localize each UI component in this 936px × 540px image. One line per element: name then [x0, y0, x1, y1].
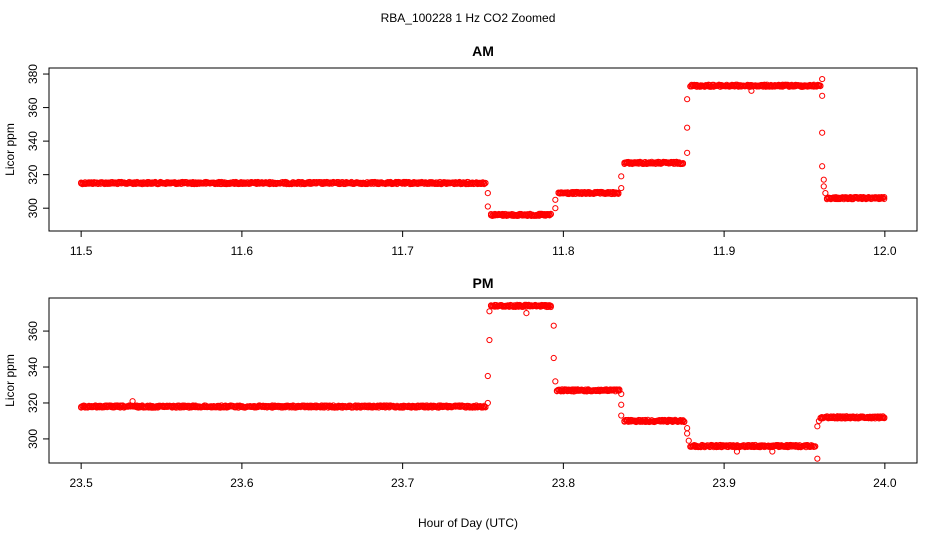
panel-am: AM Licor ppm 11.5 11.6 11.7 11.8 11.9 12.0 300 32… — [3, 43, 918, 258]
data-point — [684, 425, 691, 432]
data-point — [684, 430, 691, 437]
data-point — [681, 418, 688, 426]
figure-title: RBA_100228 1 Hz CO2 Zoomed — [381, 11, 556, 25]
data-point — [679, 160, 687, 167]
x-tick-label: 11.7 — [391, 244, 414, 258]
data-point — [820, 183, 827, 190]
data-point — [546, 212, 553, 219]
data-point — [484, 399, 491, 407]
data-point — [618, 173, 625, 180]
data-point — [486, 336, 493, 344]
data-point — [618, 401, 625, 408]
data-point — [881, 193, 888, 201]
data-point — [748, 87, 755, 94]
y-tick-label: 300 — [26, 198, 40, 218]
data-point — [523, 309, 530, 317]
x-tick-label: 11.9 — [713, 244, 736, 258]
data-point — [486, 308, 493, 315]
data-point — [820, 176, 827, 183]
data-point — [769, 448, 776, 455]
data-point — [552, 378, 559, 385]
x-tick-label: 23.7 — [391, 476, 415, 490]
x-tick-label: 24.0 — [873, 476, 897, 490]
data-point — [814, 455, 821, 462]
data-point — [484, 190, 491, 197]
plot-frame — [48, 67, 918, 232]
data-point — [552, 205, 559, 212]
data-point — [814, 423, 821, 430]
x-tick-label: 11.5 — [70, 244, 93, 258]
data-point — [618, 184, 625, 192]
y-tick-label: 340 — [26, 357, 40, 377]
data-point — [550, 322, 557, 329]
y-tick-label: 360 — [26, 321, 40, 341]
x-tick-label: 11.6 — [231, 244, 254, 258]
data-point — [733, 448, 741, 455]
panel-title: AM — [472, 43, 494, 59]
data-point — [822, 190, 829, 197]
data-point — [819, 163, 826, 170]
data-point — [684, 124, 691, 131]
x-tick-label: 12.0 — [873, 244, 897, 258]
x-tick-label: 23.5 — [69, 476, 93, 490]
plot-frame — [48, 297, 918, 464]
data-point — [615, 189, 622, 196]
data-point — [616, 387, 623, 394]
data-point — [484, 203, 491, 210]
data-point — [550, 354, 557, 362]
data-point — [484, 372, 491, 380]
y-tick-label: 320 — [26, 393, 40, 413]
data-point — [819, 75, 826, 83]
data-point — [812, 443, 819, 450]
data-point — [685, 437, 692, 444]
data-point — [552, 196, 559, 203]
x-tick-label: 11.8 — [552, 244, 575, 258]
data-point — [482, 179, 489, 187]
data-point — [684, 149, 691, 156]
data-point — [881, 195, 888, 203]
data-point — [618, 412, 625, 419]
data-point — [817, 83, 824, 90]
panel-pm: PM Licor ppm 23.5 23.6 23.7 23.8 23.9 24.0 300 32… — [3, 275, 918, 490]
y-tick-label: 300 — [26, 429, 40, 449]
x-tick-label: 23.9 — [712, 476, 736, 490]
data-point — [819, 129, 826, 136]
y-axis-label: Licor ppm — [3, 123, 17, 176]
data-point — [547, 303, 554, 311]
panel-title: PM — [473, 275, 494, 291]
y-tick-label: 360 — [26, 97, 40, 117]
data-point — [684, 96, 691, 103]
x-tick-label: 23.6 — [230, 476, 254, 490]
data-point — [819, 92, 826, 99]
data-point — [618, 390, 625, 398]
data-point — [129, 398, 136, 405]
data-point — [547, 211, 554, 218]
y-tick-label: 380 — [26, 64, 40, 84]
y-tick-label: 340 — [26, 131, 40, 151]
y-axis-label: Licor ppm — [3, 354, 17, 407]
x-axis-label: Hour of Day (UTC) — [418, 516, 518, 530]
x-tick-label: 23.8 — [552, 476, 576, 490]
data-point — [881, 415, 888, 422]
y-tick-label: 320 — [26, 164, 40, 184]
data-point — [815, 417, 823, 425]
